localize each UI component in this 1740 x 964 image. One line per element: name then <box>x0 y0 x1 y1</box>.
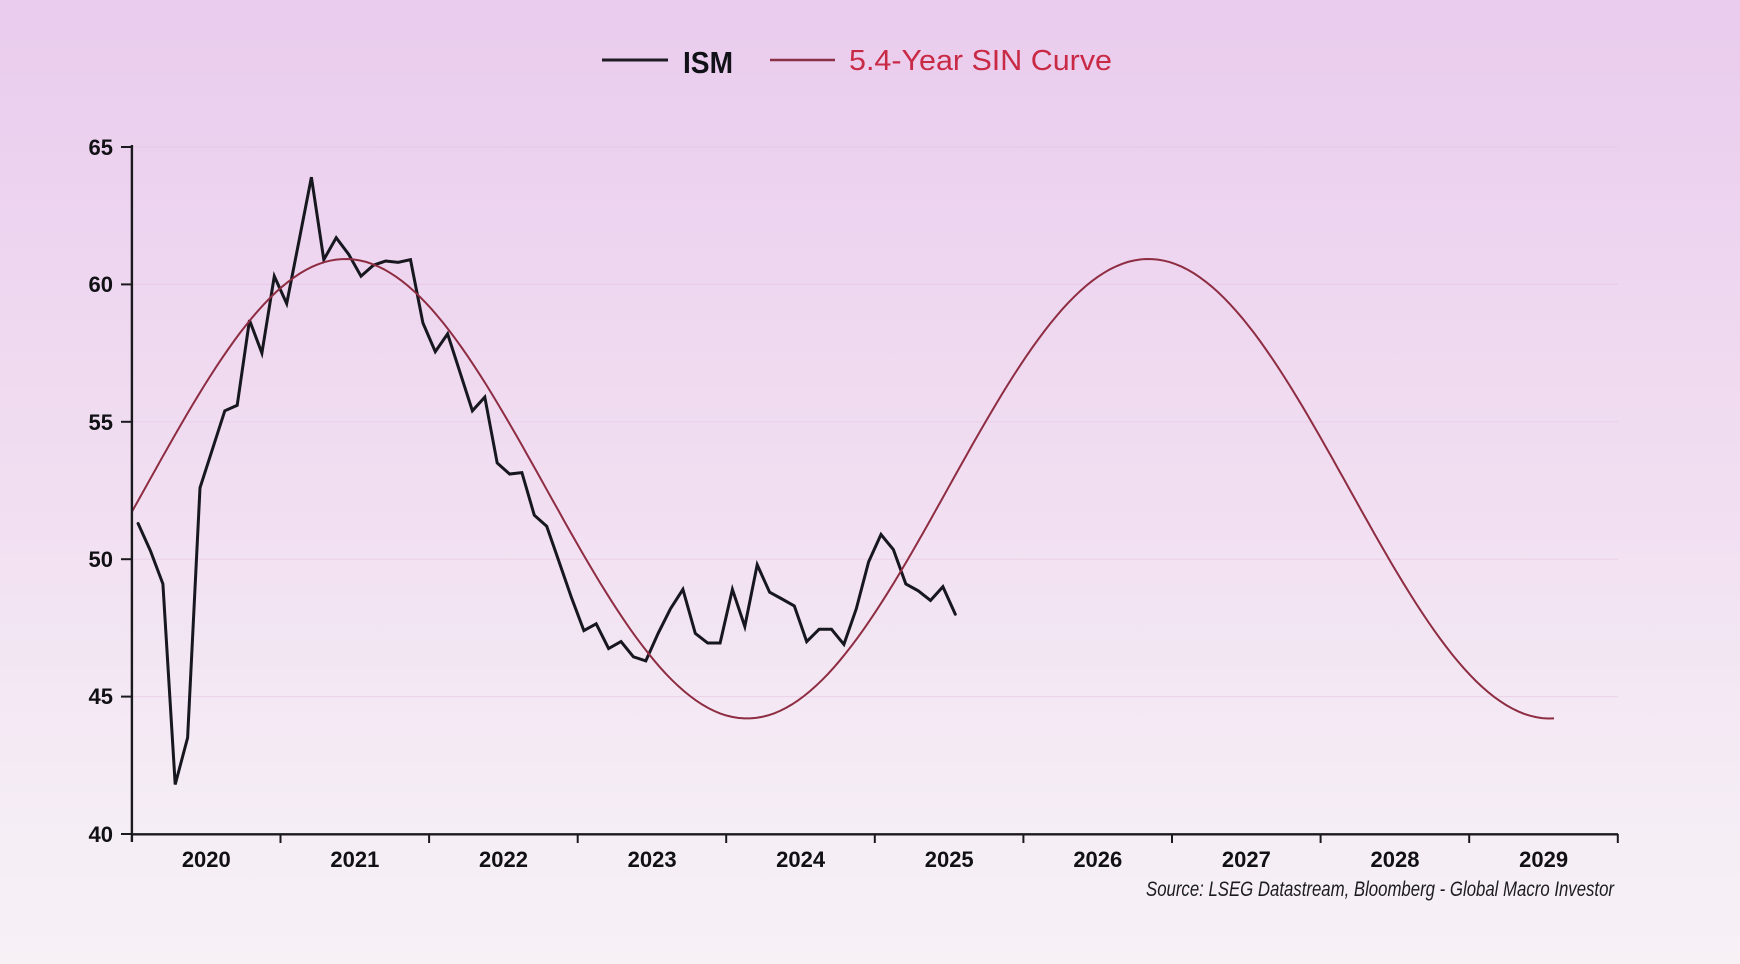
svg-text:60: 60 <box>89 272 113 297</box>
svg-text:2021: 2021 <box>330 847 379 872</box>
svg-text:2029: 2029 <box>1519 847 1568 872</box>
svg-text:5.4-Year SIN Curve: 5.4-Year SIN Curve <box>849 45 1112 77</box>
svg-text:65: 65 <box>89 135 113 160</box>
svg-text:Source: LSEG Datastream, Bloom: Source: LSEG Datastream, Bloomberg - Glo… <box>1146 878 1615 901</box>
svg-text:2023: 2023 <box>628 847 677 872</box>
svg-text:2022: 2022 <box>479 847 528 872</box>
svg-text:55: 55 <box>89 410 113 435</box>
svg-text:2024: 2024 <box>776 847 826 872</box>
svg-text:2020: 2020 <box>182 847 231 872</box>
svg-text:40: 40 <box>89 822 113 847</box>
svg-text:2025: 2025 <box>925 847 974 872</box>
svg-text:2028: 2028 <box>1371 847 1420 872</box>
svg-text:2027: 2027 <box>1222 847 1271 872</box>
svg-text:ISM: ISM <box>683 45 733 80</box>
svg-text:50: 50 <box>89 547 113 572</box>
svg-text:2026: 2026 <box>1073 847 1122 872</box>
svg-text:45: 45 <box>89 684 113 709</box>
